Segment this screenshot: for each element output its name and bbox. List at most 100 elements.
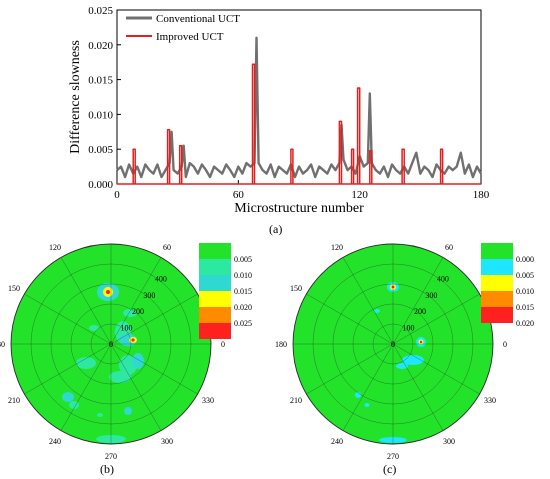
- colorbar-label: 0.020: [234, 303, 252, 312]
- colorbar-swatch: [481, 243, 513, 259]
- series-conventional-uct: [116, 36, 483, 179]
- contour-blob: [355, 392, 361, 398]
- colorbar-swatch: [199, 259, 231, 275]
- y-tick-label: 0.015: [88, 75, 113, 87]
- angle-label: 240: [49, 437, 61, 446]
- legend-label-conventional: Conventional UCT: [156, 13, 240, 25]
- colorbar-swatch: [481, 307, 513, 323]
- colorbar-label: 0.025: [234, 319, 252, 328]
- y-tick-label: 0.025: [88, 5, 113, 17]
- x-tick-label: 180: [473, 189, 490, 201]
- legend-label-improved: Improved UCT: [156, 31, 224, 43]
- series-layer: [116, 36, 483, 185]
- colorbar-label: 0.005: [516, 271, 534, 280]
- caption-a: (a): [269, 222, 283, 236]
- radial-label: 200: [414, 307, 426, 316]
- colorbar-swatch: [199, 243, 231, 259]
- colorbar-swatch: [481, 275, 513, 291]
- colorbar-c: 0.000 0.005 0.010 0.015 0.020: [481, 243, 534, 328]
- contour-blob: [106, 290, 110, 294]
- x-tick-label: 60: [233, 189, 245, 201]
- angle-label: 210: [290, 396, 302, 405]
- contour-blob: [364, 403, 370, 407]
- angle-label: 60: [445, 243, 453, 252]
- angle-label: 270: [105, 452, 117, 461]
- series-improved-uct: [117, 63, 481, 185]
- contour-blob: [132, 353, 144, 369]
- radial-label: 300: [425, 291, 437, 300]
- colorbar-swatch: [199, 323, 231, 339]
- y-tick-label: 0.020: [88, 40, 113, 52]
- polar-spoke: [342, 257, 394, 345]
- colorbar-swatch: [199, 275, 231, 291]
- angle-label: 150: [290, 284, 302, 293]
- y-tick-label: 0.005: [88, 144, 113, 156]
- angle-label: 120: [331, 243, 343, 252]
- y-tick-label: 0.010: [88, 109, 113, 121]
- radial-label: 400: [437, 274, 449, 283]
- radial-label: 100: [402, 324, 414, 333]
- radial-label: 200: [132, 307, 144, 316]
- angle-label: 90: [107, 235, 115, 237]
- y-axis-label: Difference slowness: [68, 40, 83, 154]
- angle-label: 210: [8, 396, 20, 405]
- colorbar-b: 0.005 0.010 0.015 0.020 0.025: [199, 243, 252, 339]
- polar-spoke: [306, 293, 394, 345]
- angle-label: 60: [163, 243, 171, 252]
- contour-blob: [69, 401, 79, 409]
- angle-label: 0: [503, 340, 507, 349]
- colorbar-label: 0.015: [516, 303, 534, 312]
- colorbar-swatch: [199, 291, 231, 307]
- contour-blob: [76, 357, 96, 369]
- angle-labels: 90 60 300 330 300 270 240 210 180 150 120: [0, 235, 225, 461]
- angle-label: 240: [331, 437, 343, 446]
- colorbar-label: 0.020: [516, 319, 534, 328]
- polar-spoke: [24, 343, 112, 395]
- contour-blob: [396, 363, 408, 369]
- y-axis-ticks: 0.000 0.005 0.010 0.015 0.020 0.025: [88, 5, 121, 191]
- angle-label: 330: [202, 396, 214, 405]
- contour-blob: [97, 413, 103, 417]
- polar-spoke: [392, 293, 480, 345]
- colorbar-swatch: [199, 307, 231, 323]
- contour-blob: [419, 340, 423, 344]
- contour-blob: [131, 338, 135, 342]
- polar-spoke: [24, 293, 112, 345]
- polar-spoke: [306, 343, 394, 395]
- x-tick-label: 0: [114, 189, 120, 201]
- polar-grid: [292, 243, 494, 445]
- colorbar-swatch: [481, 259, 513, 275]
- contour-blob: [374, 309, 380, 313]
- y-tick-label: 0.000: [88, 179, 113, 191]
- x-axis-ticks: 0 60 120 180: [114, 180, 490, 201]
- polar-spoke: [60, 257, 112, 345]
- angle-label: 120: [49, 243, 61, 252]
- angle-label: 150: [8, 284, 20, 293]
- x-axis-label: Microstructure number: [234, 201, 364, 215]
- radial-label: 0: [391, 340, 395, 349]
- polar-spoke: [342, 343, 394, 431]
- caption-c: (c): [383, 462, 397, 476]
- polar-spoke: [60, 343, 112, 431]
- legend: Conventional UCT Improved UCT: [126, 13, 240, 43]
- contour-blob: [124, 407, 132, 415]
- caption-b: (b): [100, 462, 114, 476]
- polar-spoke: [110, 293, 198, 345]
- contour-blob: [62, 392, 74, 402]
- angle-label: 270: [387, 452, 399, 461]
- radial-label: 100: [120, 324, 132, 333]
- angle-label: 300: [161, 437, 173, 446]
- radial-label: 300: [143, 291, 155, 300]
- angle-label: 180: [275, 340, 287, 349]
- x-tick-label: 120: [351, 189, 368, 201]
- polar-spoke: [110, 257, 162, 345]
- colorbar-label: 0.005: [234, 255, 252, 264]
- polar-spoke: [110, 343, 162, 431]
- angle-label: 300: [443, 437, 455, 446]
- angle-label: 330: [484, 396, 496, 405]
- contour-blob: [89, 325, 99, 331]
- polar-grid: [10, 243, 212, 445]
- colorbar-label: 0.015: [234, 287, 252, 296]
